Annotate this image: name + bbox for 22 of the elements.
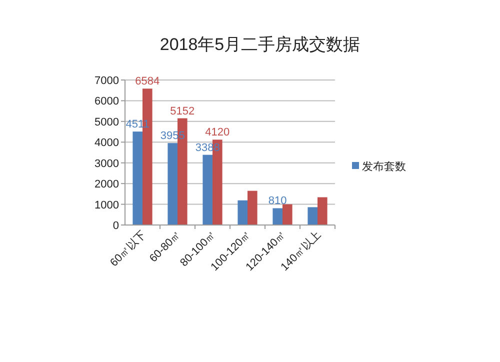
y-tick-label: 6000: [94, 96, 119, 108]
y-tick-label: 4000: [94, 137, 119, 150]
bar: [202, 154, 212, 225]
legend-label: 发布套数: [362, 161, 406, 173]
bar: [238, 200, 248, 225]
bar: [282, 204, 292, 225]
bar: [168, 143, 178, 225]
chart-title: 2018年5月二手房成交数据: [160, 35, 360, 54]
y-tick-label: 1000: [94, 199, 119, 212]
bar: [248, 190, 258, 225]
y-tick-label: 5000: [94, 116, 119, 128]
bar: [318, 197, 328, 225]
bar: [308, 207, 318, 225]
bar: [272, 208, 282, 225]
data-label: 810: [268, 195, 287, 208]
bar: [132, 132, 142, 225]
y-tick-label: 7000: [94, 75, 119, 87]
y-tick-label: 2000: [94, 178, 119, 191]
data-label: 4120: [205, 126, 230, 139]
y-tick-label: 3000: [94, 158, 119, 170]
data-label: 5152: [170, 105, 195, 118]
data-label: 6584: [135, 76, 160, 88]
